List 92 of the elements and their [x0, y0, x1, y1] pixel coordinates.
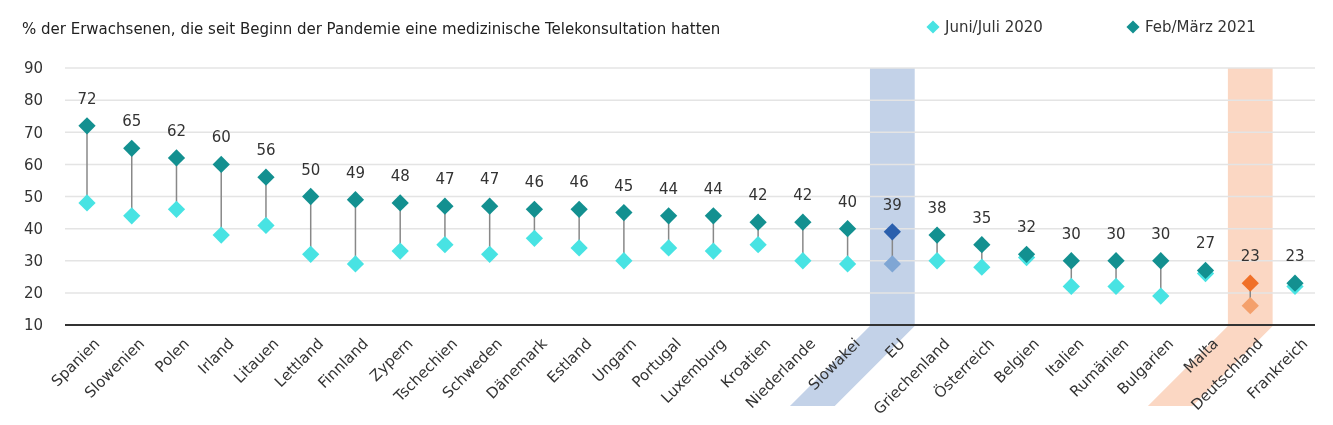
y-tick-label: 40 — [23, 219, 43, 238]
point — [212, 226, 230, 244]
point — [123, 139, 141, 157]
data-label: 65 — [122, 112, 142, 131]
y-tick-label: 60 — [23, 155, 43, 174]
data-label: 30 — [1061, 224, 1081, 243]
point — [436, 236, 454, 254]
point — [346, 255, 365, 273]
y-tick-label: 30 — [23, 252, 43, 270]
point — [794, 252, 812, 270]
data-label: 47 — [435, 170, 455, 189]
point — [257, 168, 275, 186]
point — [1107, 252, 1125, 270]
data-label: 46 — [524, 173, 544, 192]
data-label: 23 — [1285, 247, 1305, 266]
point — [302, 187, 320, 206]
point — [615, 252, 633, 270]
point — [749, 213, 767, 231]
point — [749, 236, 767, 254]
y-tick-label: 80 — [23, 91, 43, 110]
data-label: 56 — [256, 141, 276, 160]
point — [481, 245, 499, 263]
data-label: 40 — [838, 192, 858, 211]
chart-title: % der Erwachsenen, die seit Beginn der Pandemie eine medizinische Telekonsultation hatten — [22, 20, 721, 38]
data-label: 44 — [703, 179, 723, 198]
point — [1062, 277, 1080, 296]
y-tick-label: 20 — [23, 284, 43, 303]
point — [615, 203, 633, 222]
data-label: 32 — [1017, 218, 1037, 237]
point — [391, 194, 409, 212]
point — [257, 216, 275, 235]
data-label: 39 — [882, 195, 902, 214]
point — [1286, 274, 1304, 292]
point — [570, 200, 588, 218]
point — [928, 226, 946, 244]
data-label: 30 — [1151, 224, 1171, 243]
data-label: 60 — [211, 128, 231, 147]
point — [123, 207, 141, 225]
point — [302, 245, 320, 263]
point — [167, 149, 186, 167]
data-label: 35 — [972, 208, 992, 227]
point — [436, 197, 454, 215]
data-label: 46 — [569, 173, 589, 192]
data-label: 62 — [166, 121, 187, 140]
y-tick-label: 70 — [23, 123, 43, 142]
data-label: 72 — [77, 89, 97, 108]
point — [704, 207, 722, 225]
point — [525, 200, 544, 218]
point — [570, 239, 588, 257]
point — [78, 117, 96, 135]
point — [928, 252, 946, 270]
point — [973, 236, 991, 254]
data-label: 30 — [1106, 224, 1126, 243]
point — [660, 207, 678, 225]
point — [391, 242, 409, 260]
point — [167, 200, 186, 218]
point — [883, 223, 901, 241]
point — [838, 255, 857, 273]
data-label: 27 — [1195, 234, 1216, 253]
point — [973, 258, 991, 276]
point — [1241, 297, 1259, 315]
data-label: 44 — [659, 179, 679, 198]
point — [525, 229, 544, 247]
y-tick-label: 90 — [23, 59, 43, 78]
data-label: 38 — [927, 199, 947, 218]
point — [883, 255, 901, 273]
point — [346, 191, 365, 209]
point — [1107, 277, 1125, 296]
data-label: 23 — [1240, 247, 1260, 266]
data-label: 42 — [748, 186, 768, 205]
point — [1152, 252, 1170, 270]
point — [212, 155, 230, 174]
point — [838, 219, 857, 238]
y-tick-label: 50 — [23, 187, 43, 206]
point — [704, 242, 722, 260]
data-label: 42 — [793, 186, 813, 205]
data-label: 45 — [614, 176, 634, 195]
data-label: 50 — [301, 160, 321, 179]
point — [1152, 287, 1170, 305]
y-tick-label: 10 — [23, 316, 43, 335]
point — [1062, 252, 1080, 270]
legend-label: Juni/Juli 2020 — [944, 18, 1043, 36]
point — [794, 213, 812, 231]
data-label: 47 — [480, 170, 500, 189]
data-label: 48 — [390, 166, 410, 185]
point — [660, 239, 678, 257]
point — [1241, 274, 1259, 292]
point — [481, 197, 499, 215]
point — [1017, 245, 1036, 263]
point — [78, 194, 96, 212]
data-label: 49 — [345, 163, 365, 182]
legend-label: Feb/März 2021 — [1145, 18, 1256, 36]
